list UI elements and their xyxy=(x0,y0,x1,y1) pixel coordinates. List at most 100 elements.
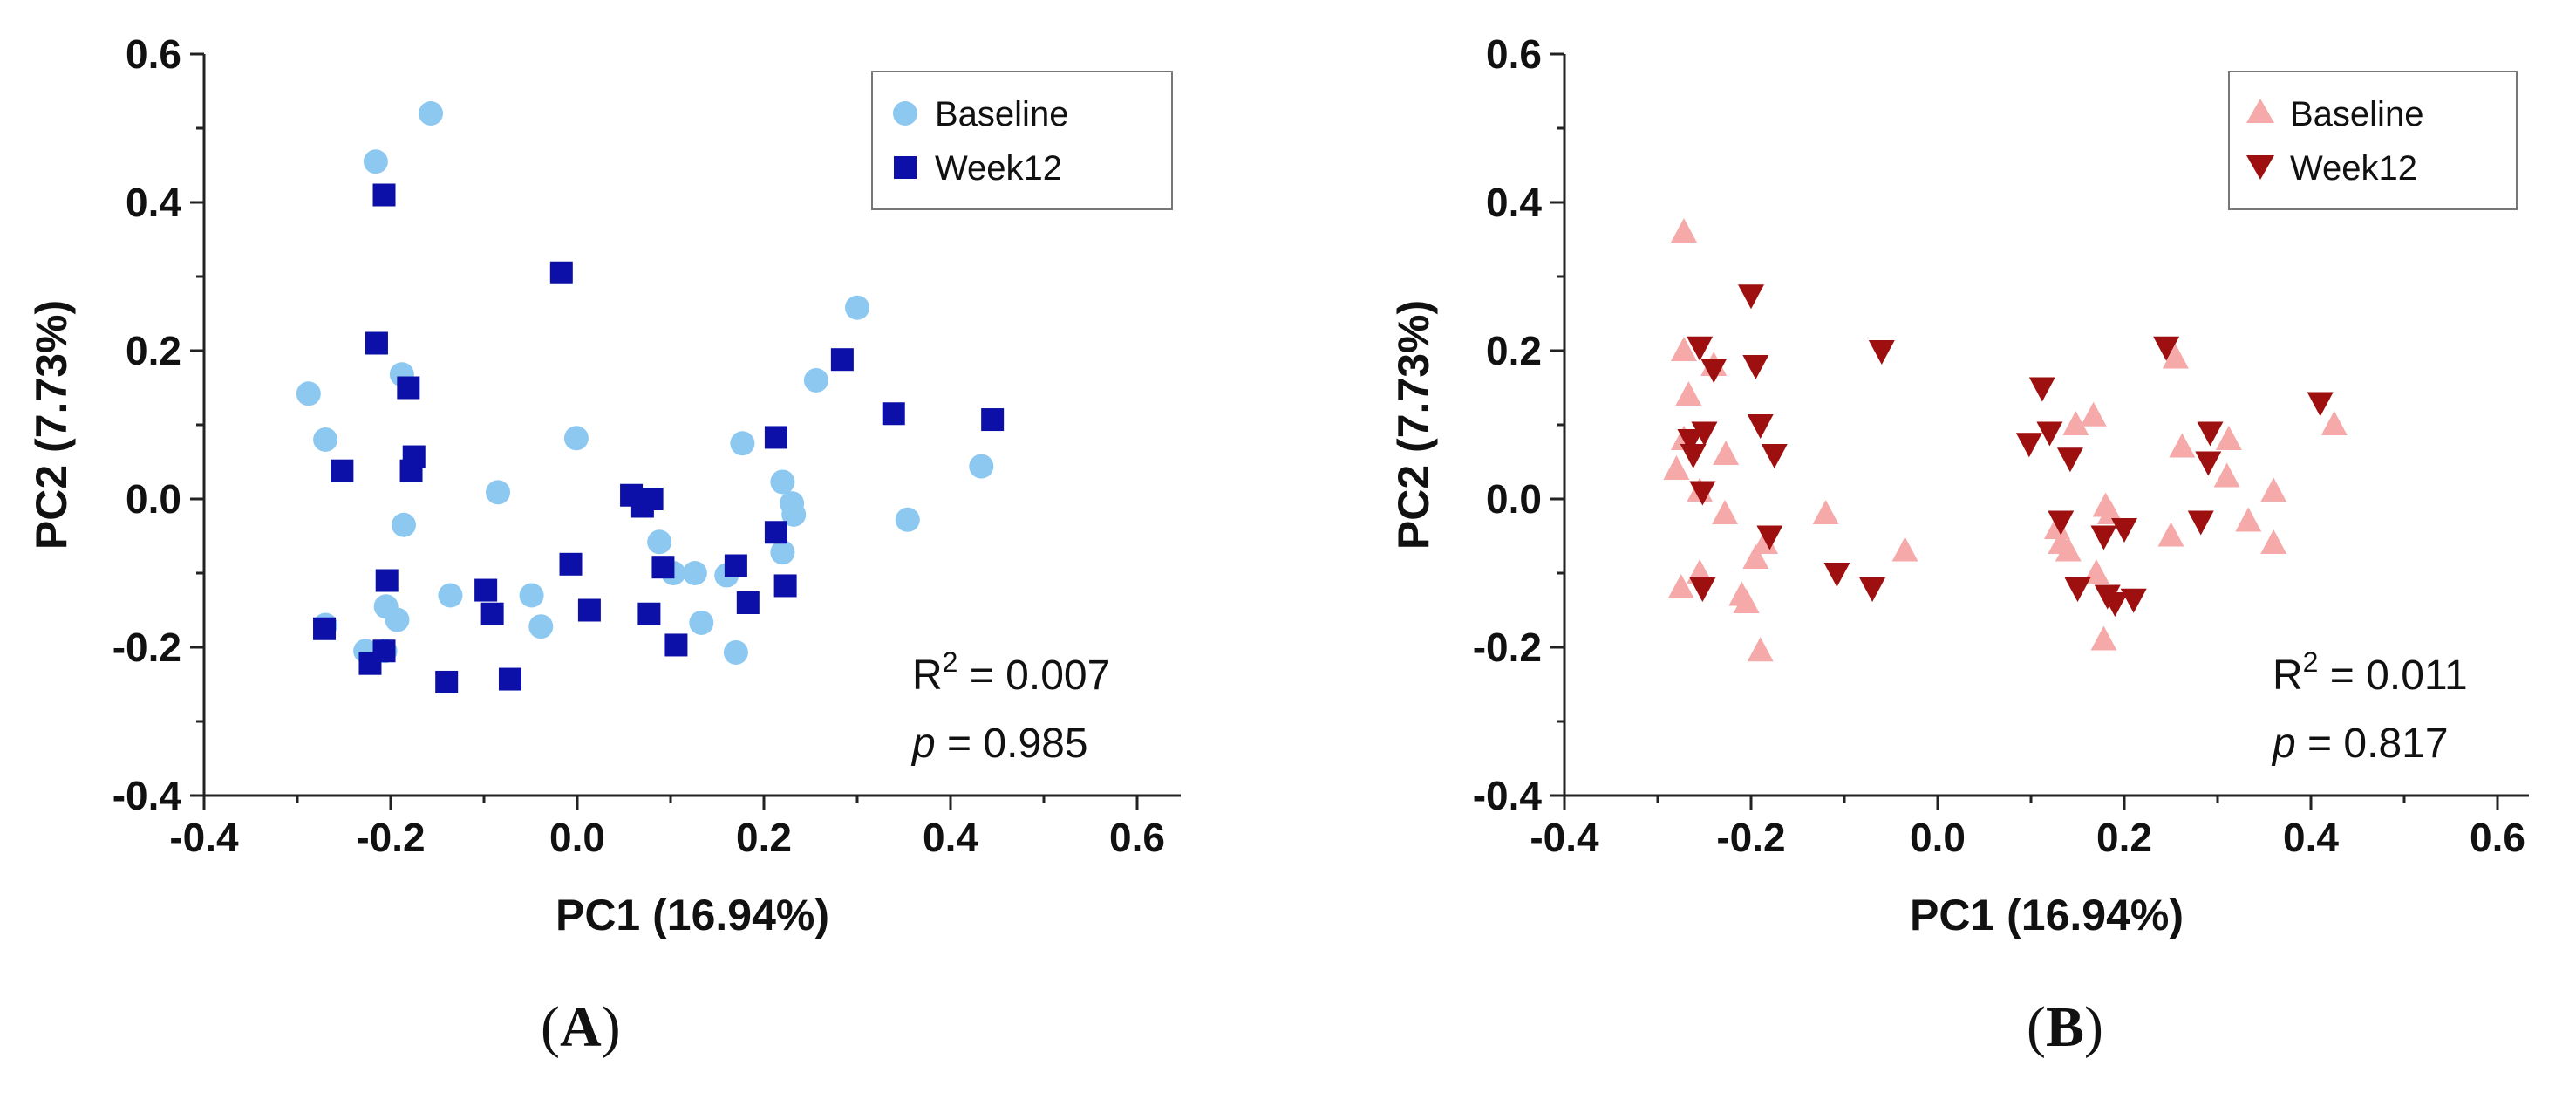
panel-a-r-squared: R2 = 0.007 xyxy=(912,646,1110,699)
panel-a-legend: Baseline Week12 xyxy=(871,71,1173,210)
panel-a-baseline-point xyxy=(519,583,544,608)
panel-b-week12-point xyxy=(1747,414,1774,439)
panel-b-x-tick-label: -0.4 xyxy=(1530,815,1599,860)
panel-b-week12-point xyxy=(1868,340,1895,365)
panel-a-week12-point xyxy=(577,598,601,622)
panel-a-legend-box xyxy=(871,71,1173,210)
panel-b-week12-point xyxy=(1689,577,1716,602)
panel-b-week12-point xyxy=(1691,421,1718,447)
panel-a-baseline-point xyxy=(391,512,416,537)
panel-b-baseline-point xyxy=(2055,536,2082,562)
panel-a-week12-point xyxy=(724,554,747,577)
panel-a-x-tick-label: 0.6 xyxy=(1109,815,1165,860)
panel-a-week12-point xyxy=(882,402,905,426)
panel-b-week12-point xyxy=(1700,359,1728,384)
panel-b-y-tick-label: 0.2 xyxy=(1486,328,1542,373)
panel-b-y-tick-label: 0.6 xyxy=(1486,31,1542,77)
panel-b-x-tick-label: 0.0 xyxy=(1910,815,1966,860)
panel-b-x-ticks: -0.4 -0.2 0.0 0.2 0.4 0.6 xyxy=(1530,796,2525,860)
panel-b-week12-point xyxy=(2153,336,2180,361)
panel-a-week12-point xyxy=(372,639,396,663)
panel-b-baseline-point xyxy=(2235,507,2262,532)
panel-a-week12-point xyxy=(399,459,423,482)
panel-b-baseline-point xyxy=(1675,381,1702,406)
panel-b-baseline-point xyxy=(1742,544,1769,569)
panel-a-week12-point xyxy=(764,521,787,544)
panel-b-baseline-point xyxy=(2213,462,2240,488)
panel-b-baseline-point xyxy=(1670,337,1697,361)
panel-b-y-tick-label: -0.4 xyxy=(1473,773,1543,818)
panel-a-x-tick-label: -0.4 xyxy=(169,815,239,860)
panel-b-points xyxy=(1663,218,2348,662)
panel-a-baseline-point xyxy=(845,295,869,320)
panel-b-baseline-point xyxy=(1891,536,1918,562)
panel-b-y-tick-label: -0.2 xyxy=(1473,625,1542,670)
panel-a-y-tick-label: 0.6 xyxy=(126,31,181,77)
panel-a-week12-point xyxy=(764,426,787,449)
panel-a-week12-point xyxy=(664,633,688,657)
panel-b-legend: Baseline Week12 xyxy=(2228,71,2518,210)
panel-a-x-axis-label: PC1 (16.94%) xyxy=(555,891,829,939)
panel-a-chart: -0.4 -0.2 0.0 0.2 0.4 0.6 -0.4 -0.2 0.0 0.2 0.4 0.… xyxy=(27,31,1181,939)
panel-b-week12-point xyxy=(1680,444,1707,468)
panel-b-week12-point xyxy=(1756,525,1783,550)
panel-a-week12-point xyxy=(365,331,388,355)
panel-a-x-tick-label: 0.4 xyxy=(923,815,978,860)
panel-a-baseline-point xyxy=(647,529,672,555)
panel-a-y-tick-label: 0.0 xyxy=(126,476,181,522)
panel-b-week12-point xyxy=(2187,510,2214,536)
panel-b-baseline-point xyxy=(1733,589,1760,613)
panel-b-week12-point xyxy=(2102,592,2129,617)
panel-b-week12-point xyxy=(2056,447,2083,473)
panel-a-week12-point xyxy=(498,667,521,691)
panel-b-legend-box xyxy=(2228,71,2518,210)
panel-b-week12-point xyxy=(1742,355,1769,379)
panel-a-y-tick-label: 0.2 xyxy=(126,328,181,373)
panel-b-week12-point xyxy=(2015,433,2042,458)
panel-a-baseline-point xyxy=(803,368,828,393)
panel-b-y-tick-label: 0.4 xyxy=(1486,180,1542,225)
panel-b-week12-point xyxy=(1859,577,1886,602)
panel-b-week12-point xyxy=(2048,510,2075,536)
panel-a-baseline-point xyxy=(969,454,994,479)
panel-a-baseline-point xyxy=(438,583,463,608)
panel-a-baseline-point xyxy=(385,607,410,632)
panel-a-week12-point xyxy=(480,602,504,625)
panel-a-baseline-point xyxy=(296,381,321,406)
panel-a-baseline-point xyxy=(730,431,755,456)
panel-b-baseline-point xyxy=(2260,477,2287,502)
panel-b-x-tick-label: 0.2 xyxy=(2096,815,2152,860)
panel-b-y-tick-label: 0.0 xyxy=(1486,476,1542,522)
panel-b-week12-point xyxy=(2307,392,2334,417)
panel-b-baseline-point xyxy=(2215,426,2242,450)
panel-a-baseline-point xyxy=(723,639,748,665)
panel-b-week12-point xyxy=(2197,421,2224,447)
panel-b-x-axis-label: PC1 (16.94%) xyxy=(1910,891,2184,939)
panel-b-week12-point xyxy=(2064,577,2091,602)
panel-a-legend-baseline-label: Baseline xyxy=(935,95,1068,133)
panel-a-x-tick-label: 0.2 xyxy=(736,815,792,860)
panel-a-y-ticks: -0.4 -0.2 0.0 0.2 0.4 0.6 xyxy=(112,31,204,818)
panel-b-legend-baseline-marker xyxy=(2246,99,2274,123)
panel-b-week12-point xyxy=(2028,377,2055,402)
panel-b-baseline-point xyxy=(1663,455,1690,480)
panel-b-baseline-point xyxy=(1747,637,1774,662)
panel-a-baseline-point xyxy=(363,149,388,174)
panel-b-x-tick-label: 0.6 xyxy=(2470,815,2525,860)
panel-a-legend-week12-label: Week12 xyxy=(935,149,1062,188)
panel-a-week12-point xyxy=(435,670,459,693)
panel-b-week12-point xyxy=(1738,284,1764,310)
panel-a-baseline-point xyxy=(895,507,920,532)
panel-b-baseline-point xyxy=(2260,529,2287,554)
panel-a-y-tick-label: 0.4 xyxy=(126,180,181,225)
panel-b-baseline-point xyxy=(1812,500,1839,524)
panel-a-week12-point xyxy=(313,617,337,640)
panel-a-baseline-point xyxy=(563,426,589,451)
panel-a-baseline-point xyxy=(486,480,511,505)
panel-b-baseline-point xyxy=(1667,574,1694,598)
panel-b-chart: -0.4 -0.2 0.0 0.2 0.4 0.6 -0.4 -0.2 0.0 0.2 0.4 0.… xyxy=(1389,31,2529,939)
panel-b-week12-point xyxy=(1677,429,1704,454)
panel-a-y-tick-label: -0.2 xyxy=(112,625,181,670)
panel-a-week12-point xyxy=(331,459,354,482)
panel-b-baseline-point xyxy=(2169,433,2196,458)
